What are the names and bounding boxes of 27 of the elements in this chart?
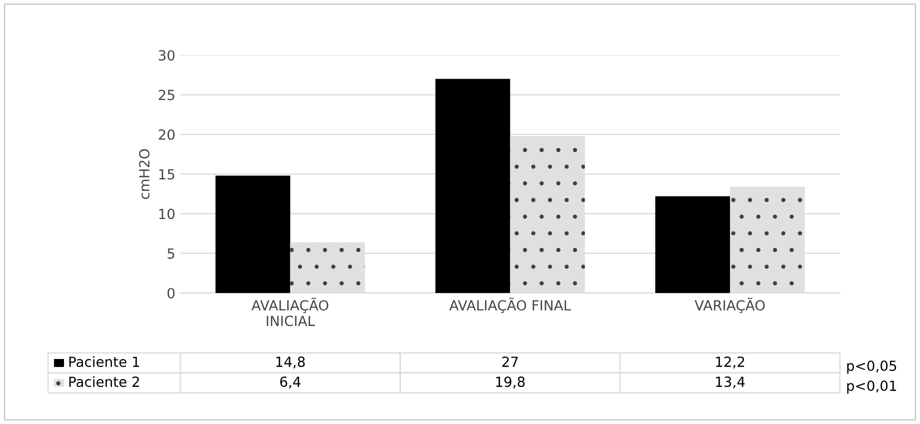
bar bbox=[730, 186, 805, 293]
x-tick-label: AVALIAÇÃO FINAL bbox=[449, 298, 571, 314]
y-tick-label: 20 bbox=[158, 129, 175, 140]
bar bbox=[216, 176, 290, 293]
y-tick-label: 25 bbox=[158, 90, 174, 100]
data-label: 13,4 bbox=[716, 376, 745, 388]
text: p<0,01 bbox=[847, 380, 896, 394]
data-label: 27 bbox=[502, 356, 518, 367]
y-tick-label: 5 bbox=[168, 248, 174, 259]
data-label: 12,2 bbox=[716, 356, 744, 368]
text: p<0,05 bbox=[847, 360, 896, 374]
data-label: 6,4 bbox=[280, 376, 301, 388]
bar bbox=[510, 136, 585, 293]
bar bbox=[655, 196, 730, 293]
data-label: 19,8 bbox=[496, 376, 525, 388]
y-tick-label: 0 bbox=[168, 288, 175, 298]
legend-label: Paciente 1 bbox=[69, 356, 140, 368]
y-tick-label: 10 bbox=[159, 208, 175, 220]
y-tick-label: 15 bbox=[159, 169, 174, 180]
x-tick-label: VARIAÇÃO bbox=[694, 298, 765, 314]
bar bbox=[290, 242, 366, 293]
data-label: 14,8 bbox=[276, 356, 305, 368]
x-tick-label: AVALIAÇÃO INICIAL bbox=[252, 298, 328, 326]
y-tick-label: 30 bbox=[158, 50, 175, 61]
legend-label: Paciente 2 bbox=[69, 376, 139, 388]
bar bbox=[435, 78, 510, 293]
y-axis-title: cmH2O bbox=[139, 149, 150, 199]
